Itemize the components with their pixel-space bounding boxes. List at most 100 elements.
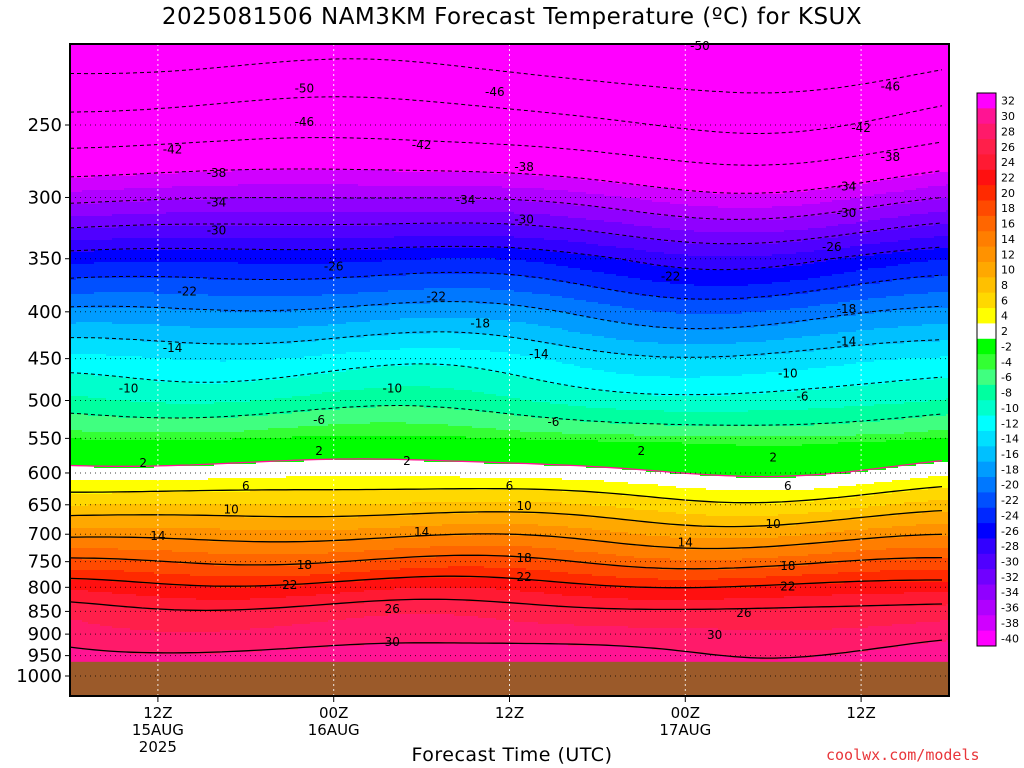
field-cell — [580, 350, 587, 369]
field-cell — [490, 44, 497, 175]
field-cell — [424, 236, 431, 249]
field-cell — [634, 436, 641, 443]
field-cell — [592, 408, 599, 423]
field-cell — [124, 378, 131, 401]
field-cell — [436, 44, 443, 173]
field-cell — [502, 200, 509, 213]
field-cell — [250, 504, 257, 519]
field-cell — [712, 490, 719, 503]
field-cell — [148, 214, 155, 227]
field-cell — [718, 444, 725, 477]
field-cell — [712, 300, 719, 315]
field-cell — [520, 340, 527, 357]
field-cell — [370, 198, 377, 213]
field-cell — [568, 562, 575, 575]
field-cell — [586, 286, 593, 303]
field-cell — [184, 310, 191, 327]
field-cell — [586, 232, 593, 245]
field-cell — [610, 338, 617, 355]
field-cell — [586, 504, 593, 517]
field-cell — [880, 328, 887, 345]
field-cell — [160, 308, 167, 327]
field-cell — [448, 426, 455, 437]
field-cell — [244, 430, 251, 439]
field-cell — [340, 212, 347, 227]
field-cell — [640, 356, 647, 377]
field-cell — [514, 292, 521, 307]
field-cell — [466, 186, 473, 201]
field-cell — [358, 490, 365, 505]
field-cell — [304, 576, 311, 585]
field-cell — [442, 578, 449, 589]
field-cell — [892, 582, 899, 595]
field-cell — [268, 184, 275, 199]
field-cell — [844, 594, 851, 609]
field-cell — [430, 274, 437, 289]
field-cell — [676, 548, 683, 561]
field-cell — [328, 606, 335, 621]
field-cell — [316, 44, 323, 171]
field-cell — [646, 442, 653, 473]
field-cell — [178, 212, 185, 227]
field-cell — [742, 630, 749, 659]
field-cell — [250, 226, 257, 239]
field-cell — [844, 224, 851, 237]
field-cell — [76, 558, 83, 571]
field-cell — [100, 560, 107, 571]
field-cell — [586, 480, 593, 493]
field-cell — [262, 170, 269, 185]
field-cell — [460, 502, 467, 515]
field-cell — [394, 516, 401, 529]
field-cell — [322, 280, 329, 295]
field-cell — [904, 502, 911, 515]
field-cell — [784, 410, 791, 427]
field-cell — [472, 212, 479, 225]
field-cell — [862, 606, 869, 629]
field-cell — [604, 482, 611, 495]
field-cell — [688, 560, 695, 571]
field-cell — [100, 626, 107, 653]
field-cell — [868, 256, 875, 269]
field-cell — [382, 490, 389, 505]
field-cell — [268, 598, 275, 611]
field-cell — [256, 530, 263, 543]
field-cell — [868, 346, 875, 363]
field-cell — [118, 516, 125, 529]
field-cell — [580, 334, 587, 351]
field-cell — [478, 392, 485, 413]
field-cell — [910, 402, 917, 419]
field-cell — [874, 298, 881, 313]
field-cell — [802, 216, 809, 231]
field-cell — [736, 436, 743, 447]
field-cell — [298, 342, 305, 359]
field-cell — [484, 438, 491, 465]
field-cell — [514, 438, 521, 465]
field-cell — [700, 244, 707, 257]
field-cell — [238, 478, 245, 493]
field-cell — [508, 414, 515, 431]
field-cell — [238, 44, 245, 171]
field-cell — [424, 600, 431, 615]
field-cell — [238, 328, 245, 345]
field-cell — [292, 226, 299, 239]
field-cell — [196, 294, 203, 311]
field-cell — [154, 226, 161, 239]
field-cell — [856, 530, 863, 541]
field-cell — [550, 328, 557, 345]
field-cell — [646, 436, 653, 443]
field-cell — [724, 256, 731, 271]
field-cell — [616, 494, 623, 509]
field-cell — [142, 572, 149, 585]
field-cell — [400, 236, 407, 249]
field-cell — [388, 602, 395, 615]
field-cell — [526, 490, 533, 503]
field-cell — [460, 366, 467, 391]
field-cell — [376, 616, 383, 645]
field-cell — [298, 518, 305, 531]
field-cell — [328, 294, 335, 311]
field-cell — [544, 310, 551, 327]
field-cell — [376, 540, 383, 551]
field-cell — [418, 172, 425, 187]
field-cell — [904, 44, 911, 179]
field-cell — [364, 262, 371, 279]
